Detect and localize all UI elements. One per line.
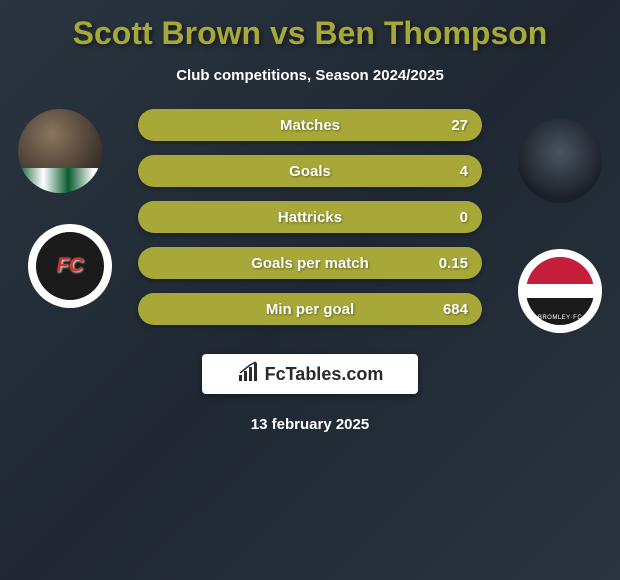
stat-row-hattricks: Hattricks 0 (138, 201, 482, 233)
stat-value-right: 0 (460, 209, 468, 226)
stat-value-right: 0.15 (439, 255, 468, 272)
stat-label: Goals (289, 163, 331, 180)
stat-row-matches: Matches 27 (138, 109, 482, 141)
stat-row-goals-per-match: Goals per match 0.15 (138, 247, 482, 279)
date-text: 13 february 2025 (0, 416, 620, 433)
stat-value-right: 27 (451, 117, 468, 134)
stat-label: Hattricks (278, 209, 342, 226)
stat-row-min-per-goal: Min per goal 684 (138, 293, 482, 325)
stat-rows: Matches 27 Goals 4 Hattricks 0 Goals per… (138, 109, 482, 339)
club-right-badge (518, 249, 602, 333)
stats-area: Matches 27 Goals 4 Hattricks 0 Goals per… (0, 109, 620, 339)
stat-label: Min per goal (266, 301, 354, 318)
logo-text: FcTables.com (265, 364, 384, 385)
comparison-card: Scott Brown vs Ben Thompson Club competi… (0, 0, 620, 443)
stat-value-right: 684 (443, 301, 468, 318)
player-right-avatar (518, 119, 602, 203)
stat-label: Goals per match (251, 255, 369, 272)
player-left-avatar (18, 109, 102, 193)
chart-icon (237, 361, 259, 388)
stat-label: Matches (280, 117, 340, 134)
fctables-logo[interactable]: FcTables.com (202, 354, 418, 394)
stat-row-goals: Goals 4 (138, 155, 482, 187)
stat-value-right: 4 (460, 163, 468, 180)
club-left-badge (28, 224, 112, 308)
subtitle: Club competitions, Season 2024/2025 (0, 67, 620, 84)
page-title: Scott Brown vs Ben Thompson (0, 15, 620, 52)
